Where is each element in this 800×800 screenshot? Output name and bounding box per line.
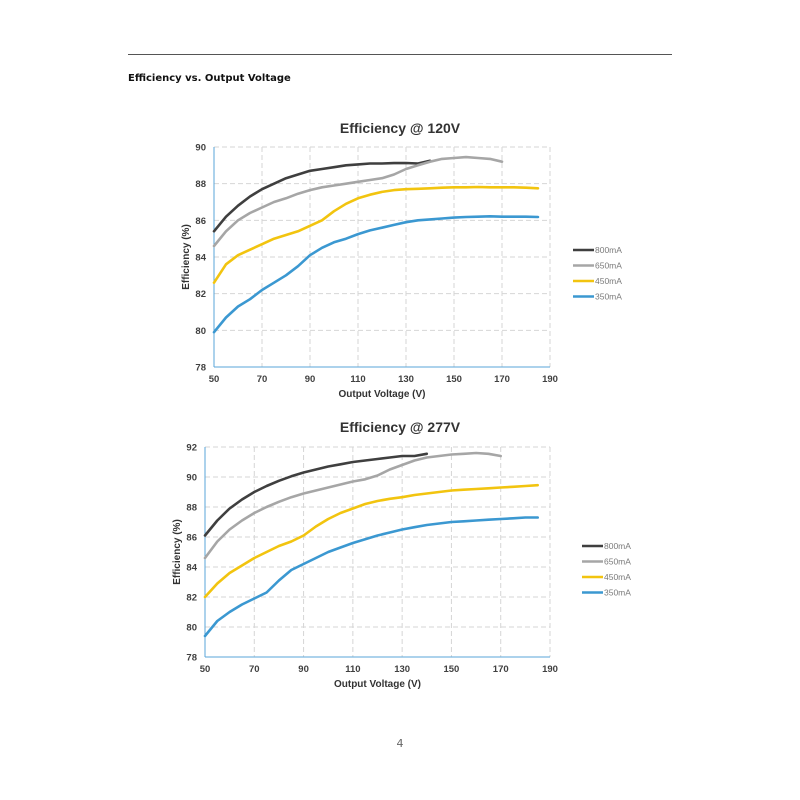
legend-label: 800mA bbox=[595, 245, 622, 255]
series-line-650ma bbox=[212, 155, 504, 248]
x-tick-label: 90 bbox=[305, 374, 316, 385]
y-tick-label: 88 bbox=[186, 503, 197, 514]
y-tick-label: 86 bbox=[195, 216, 206, 227]
legend-label: 800mA bbox=[604, 541, 631, 551]
x-tick-label: 130 bbox=[398, 374, 414, 385]
section-title: Efficiency vs. Output Voltage bbox=[128, 73, 291, 84]
chart-title: Efficiency @ 120V bbox=[340, 120, 461, 136]
series-line-450ma bbox=[203, 483, 539, 599]
x-tick-label: 150 bbox=[446, 374, 462, 385]
legend-label: 450mA bbox=[604, 572, 631, 582]
y-tick-label: 82 bbox=[186, 593, 197, 604]
x-axis-title: Output Voltage (V) bbox=[338, 389, 425, 400]
x-tick-label: 150 bbox=[443, 664, 459, 675]
y-tick-label: 78 bbox=[195, 363, 206, 374]
y-tick-label: 90 bbox=[186, 473, 197, 484]
x-tick-label: 50 bbox=[209, 374, 220, 385]
x-tick-label: 170 bbox=[493, 664, 509, 675]
y-tick-label: 88 bbox=[195, 179, 206, 190]
legend-label: 650mA bbox=[595, 261, 622, 271]
y-tick-label: 84 bbox=[195, 253, 206, 264]
x-tick-label: 90 bbox=[298, 664, 309, 675]
y-tick-label: 90 bbox=[195, 143, 206, 154]
y-tick-label: 86 bbox=[186, 533, 197, 544]
legend-label: 650mA bbox=[604, 557, 631, 567]
x-tick-label: 130 bbox=[394, 664, 410, 675]
x-tick-label: 190 bbox=[542, 374, 558, 385]
series-line-650ma bbox=[203, 451, 502, 560]
series-line-350ma bbox=[203, 516, 539, 638]
x-tick-label: 110 bbox=[350, 374, 365, 385]
x-tick-label: 110 bbox=[345, 664, 360, 675]
y-tick-label: 78 bbox=[186, 653, 197, 664]
page-number: 4 bbox=[396, 737, 404, 750]
header-rule bbox=[128, 54, 672, 55]
y-axis-title: Efficiency (%) bbox=[181, 224, 192, 290]
y-tick-label: 80 bbox=[195, 326, 206, 337]
legend-label: 350mA bbox=[604, 588, 631, 598]
legend-label: 450mA bbox=[595, 276, 622, 286]
series-line-800ma bbox=[212, 159, 432, 233]
y-tick-label: 92 bbox=[186, 443, 197, 454]
series-line-450ma bbox=[212, 185, 540, 284]
y-tick-label: 82 bbox=[195, 289, 206, 300]
y-tick-label: 80 bbox=[186, 623, 197, 634]
chart-title: Efficiency @ 277V bbox=[340, 419, 461, 435]
x-axis-title: Output Voltage (V) bbox=[334, 679, 421, 690]
x-tick-label: 190 bbox=[542, 664, 558, 675]
x-tick-label: 50 bbox=[200, 664, 211, 675]
y-axis-title: Efficiency (%) bbox=[172, 519, 183, 585]
y-tick-label: 84 bbox=[186, 563, 197, 574]
series-line-800ma bbox=[203, 452, 429, 537]
series-line-350ma bbox=[212, 215, 540, 334]
x-tick-label: 70 bbox=[257, 374, 268, 385]
legend-label: 350mA bbox=[595, 292, 622, 302]
x-tick-label: 170 bbox=[494, 374, 510, 385]
x-tick-label: 70 bbox=[249, 664, 260, 675]
